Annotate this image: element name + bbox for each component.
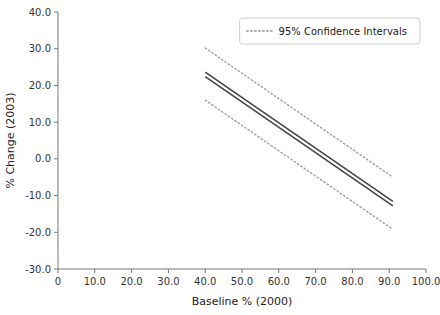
legend: 95% Confidence Intervals: [240, 18, 420, 44]
y-tick-label: -20.0: [25, 227, 51, 238]
y-tick-label: 10.0: [29, 117, 51, 128]
series-line: [205, 48, 393, 177]
y-tick: [54, 85, 58, 86]
legend-label: 95% Confidence Intervals: [279, 26, 407, 37]
x-axis-line: [58, 269, 426, 270]
x-tick: [131, 269, 132, 273]
x-tick-label: 40.0: [194, 276, 216, 287]
legend-swatch: [247, 30, 273, 32]
x-tick-label: 90.0: [378, 276, 400, 287]
x-tick-label: 20.0: [120, 276, 142, 287]
x-tick-label: 100.0: [412, 276, 440, 287]
series-line: [205, 72, 393, 201]
x-tick-label: 80.0: [341, 276, 363, 287]
x-tick-label: 70.0: [304, 276, 326, 287]
series-line: [205, 100, 393, 229]
x-tick-label: 30.0: [157, 276, 179, 287]
x-tick-label: 10.0: [84, 276, 106, 287]
y-axis-line: [58, 12, 59, 269]
x-tick: [242, 269, 243, 273]
y-tick-label: 30.0: [29, 43, 51, 54]
plot-area: [205, 48, 393, 229]
series-line: [205, 77, 393, 206]
x-tick: [352, 269, 353, 273]
x-tick-label: 50.0: [231, 276, 253, 287]
y-axis-label: % Change (2003): [4, 92, 17, 188]
x-tick: [315, 269, 316, 273]
y-tick: [54, 158, 58, 159]
x-tick-label: 60.0: [268, 276, 290, 287]
chart: 0 10.0 20.0 30.0 40.0 50.0 60.0 70.0 80.0 90.0 100…: [0, 0, 440, 315]
y-tick-label: -30.0: [25, 264, 51, 275]
y-tick-label: 40.0: [29, 7, 51, 18]
x-tick: [389, 269, 390, 273]
y-tick: [54, 269, 58, 270]
x-tick: [426, 269, 427, 273]
x-tick: [94, 269, 95, 273]
x-tick: [205, 269, 206, 273]
axes: 0 10.0 20.0 30.0 40.0 50.0 60.0 70.0 80.0 90.0 100…: [4, 7, 440, 309]
x-tick-label: 0: [55, 276, 61, 287]
y-tick-label: -10.0: [25, 190, 51, 201]
page: {"chart_data": {"type": "line", "xlabel"…: [0, 0, 440, 315]
legend-box: [240, 18, 420, 44]
x-axis-label: Baseline % (2000): [192, 295, 293, 308]
x-tick: [168, 269, 169, 273]
y-tick: [54, 195, 58, 196]
y-tick: [54, 232, 58, 233]
y-tick: [54, 12, 58, 13]
x-tick: [278, 269, 279, 273]
y-tick-label: 20.0: [29, 80, 51, 91]
y-tick: [54, 122, 58, 123]
y-tick-label: 0.0: [35, 153, 51, 164]
x-tick: [58, 269, 59, 273]
y-tick: [54, 48, 58, 49]
